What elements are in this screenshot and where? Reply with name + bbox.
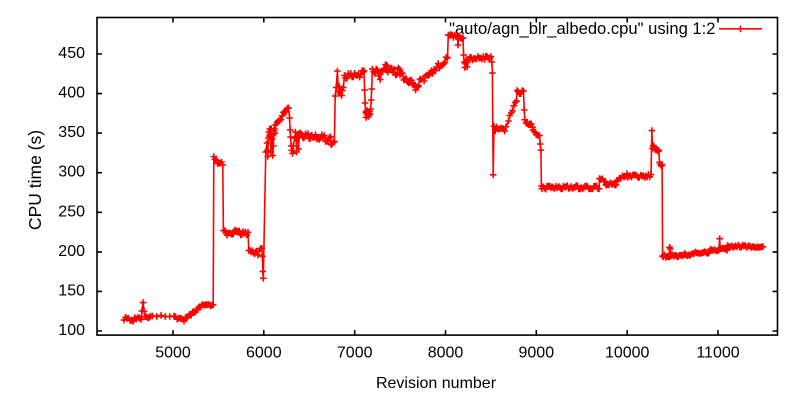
svg-text:450: 450 — [58, 45, 85, 62]
svg-text:250: 250 — [58, 203, 85, 220]
svg-text:7000: 7000 — [337, 345, 373, 362]
svg-text:200: 200 — [58, 243, 85, 260]
svg-text:10000: 10000 — [605, 345, 650, 362]
svg-text:"auto/agn_blr_albedo.cpu" usin: "auto/agn_blr_albedo.cpu" using 1:2 — [449, 19, 715, 38]
svg-text:350: 350 — [58, 124, 85, 141]
svg-text:300: 300 — [58, 164, 85, 181]
svg-text:Revision number: Revision number — [376, 375, 497, 392]
svg-text:150: 150 — [58, 282, 85, 299]
svg-text:11000: 11000 — [696, 345, 739, 362]
svg-text:100: 100 — [58, 322, 85, 339]
svg-text:400: 400 — [58, 85, 85, 102]
svg-text:6000: 6000 — [246, 345, 282, 362]
svg-text:CPU time (s): CPU time (s) — [25, 130, 45, 230]
svg-text:5000: 5000 — [155, 345, 191, 362]
svg-text:9000: 9000 — [519, 345, 555, 362]
svg-text:8000: 8000 — [428, 345, 464, 362]
